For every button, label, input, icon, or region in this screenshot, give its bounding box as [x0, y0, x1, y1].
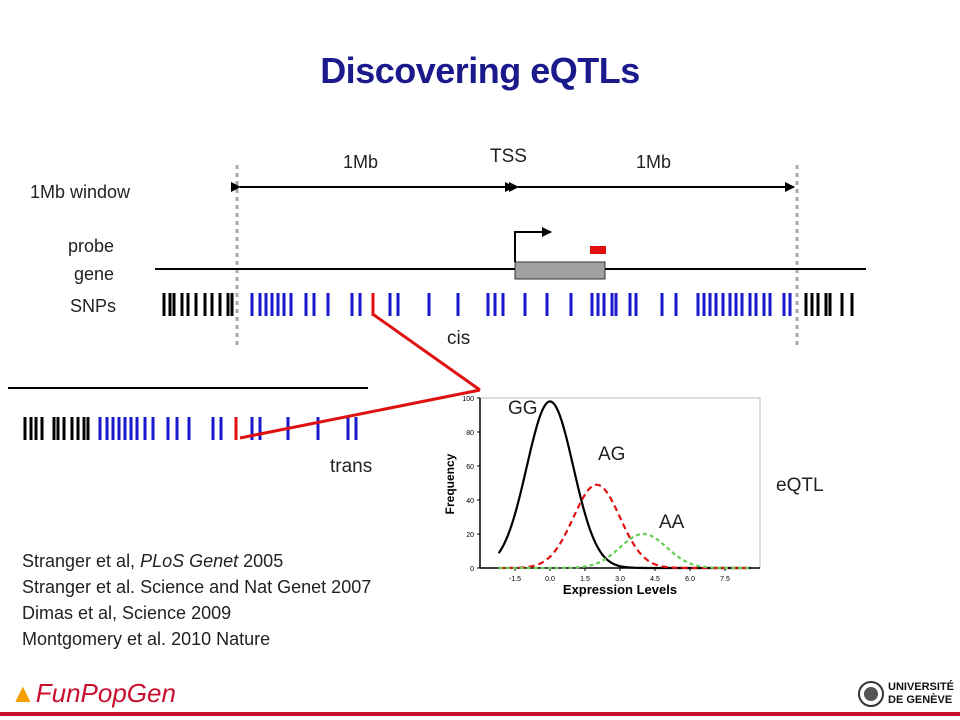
- curve-AA: [498, 532, 751, 570]
- x-axis-label: Expression Levels: [563, 582, 677, 597]
- references: Stranger et al, PLoS Genet 2005 Stranger…: [22, 548, 371, 652]
- y-tick-label-0: 0: [470, 566, 474, 573]
- cis-connector: [373, 313, 481, 392]
- y-tick-label-4: 80: [466, 430, 474, 437]
- trans-connector: [239, 388, 481, 440]
- reference-4: Montgomery et al. 2010 Nature: [22, 629, 271, 649]
- reference-3: Dimas et al, Science 2009: [22, 603, 232, 623]
- x-tick-labels: -1.5 0.0 1.5 3.0 4.5 6.0 7.5: [509, 568, 730, 583]
- y-tick-label-5: 100: [462, 396, 474, 403]
- footer-line: [0, 712, 960, 716]
- snp-track-trans: [23, 417, 358, 440]
- x-tick-label-0: -1.5: [509, 576, 521, 583]
- x-tick-label-4: 4.5: [650, 576, 660, 583]
- snp-track-top: [162, 293, 854, 316]
- reference-2: Stranger et al. Science and Nat Genet 20…: [22, 577, 372, 597]
- y-tick-label-1: 20: [466, 532, 474, 539]
- x-tick-label-5: 6.0: [685, 576, 695, 583]
- gene-label: gene: [74, 264, 115, 284]
- y-tick-label-3: 60: [466, 464, 474, 471]
- slide-title: Discovering eQTLs: [320, 50, 640, 91]
- x-tick-label-6: 7.5: [720, 576, 730, 583]
- mb-right-label: 1Mb: [636, 152, 672, 172]
- cis-label: cis: [447, 328, 471, 349]
- y-tick-label-2: 40: [466, 498, 474, 505]
- trans-label: trans: [330, 456, 373, 477]
- aa-label: AA: [659, 512, 685, 533]
- density-curves: [497, 400, 751, 570]
- mb-left-label: 1Mb: [343, 152, 379, 172]
- y-axis-label: Frequency: [443, 453, 457, 514]
- eqtl-label: eQTL: [776, 475, 824, 496]
- x-tick-label-2: 1.5: [580, 576, 590, 583]
- snps-label: SNPs: [70, 296, 117, 316]
- x-tick-label-1: 0.0: [545, 576, 555, 583]
- y-tick-labels: 0 20 40 60 80 100: [462, 396, 480, 573]
- probe-marker: [590, 246, 606, 254]
- window-label: 1Mb window: [30, 182, 131, 202]
- gg-label: GG: [508, 398, 538, 419]
- seal-icon: [858, 681, 884, 707]
- probe-label: probe: [68, 236, 115, 256]
- curve-GG: [497, 400, 751, 570]
- tss-label: TSS: [490, 146, 527, 167]
- curve-AG: [498, 483, 751, 570]
- gene-box: [514, 261, 606, 280]
- ag-label: AG: [598, 444, 626, 465]
- reference-1: Stranger et al, PLoS Genet 2005: [22, 551, 284, 571]
- expression-plot: 0 20 40 60 80 100 -1.5 0.0 1.5 3.0 4.5 6.0 7.5 Freq…: [443, 396, 761, 597]
- x-tick-label-3: 3.0: [615, 576, 625, 583]
- triangle-icon: ▲: [10, 678, 36, 708]
- funpopgen-logo: ▲FunPopGen: [10, 678, 176, 708]
- tss-arrow: [514, 227, 552, 262]
- plot-frame: [479, 397, 761, 569]
